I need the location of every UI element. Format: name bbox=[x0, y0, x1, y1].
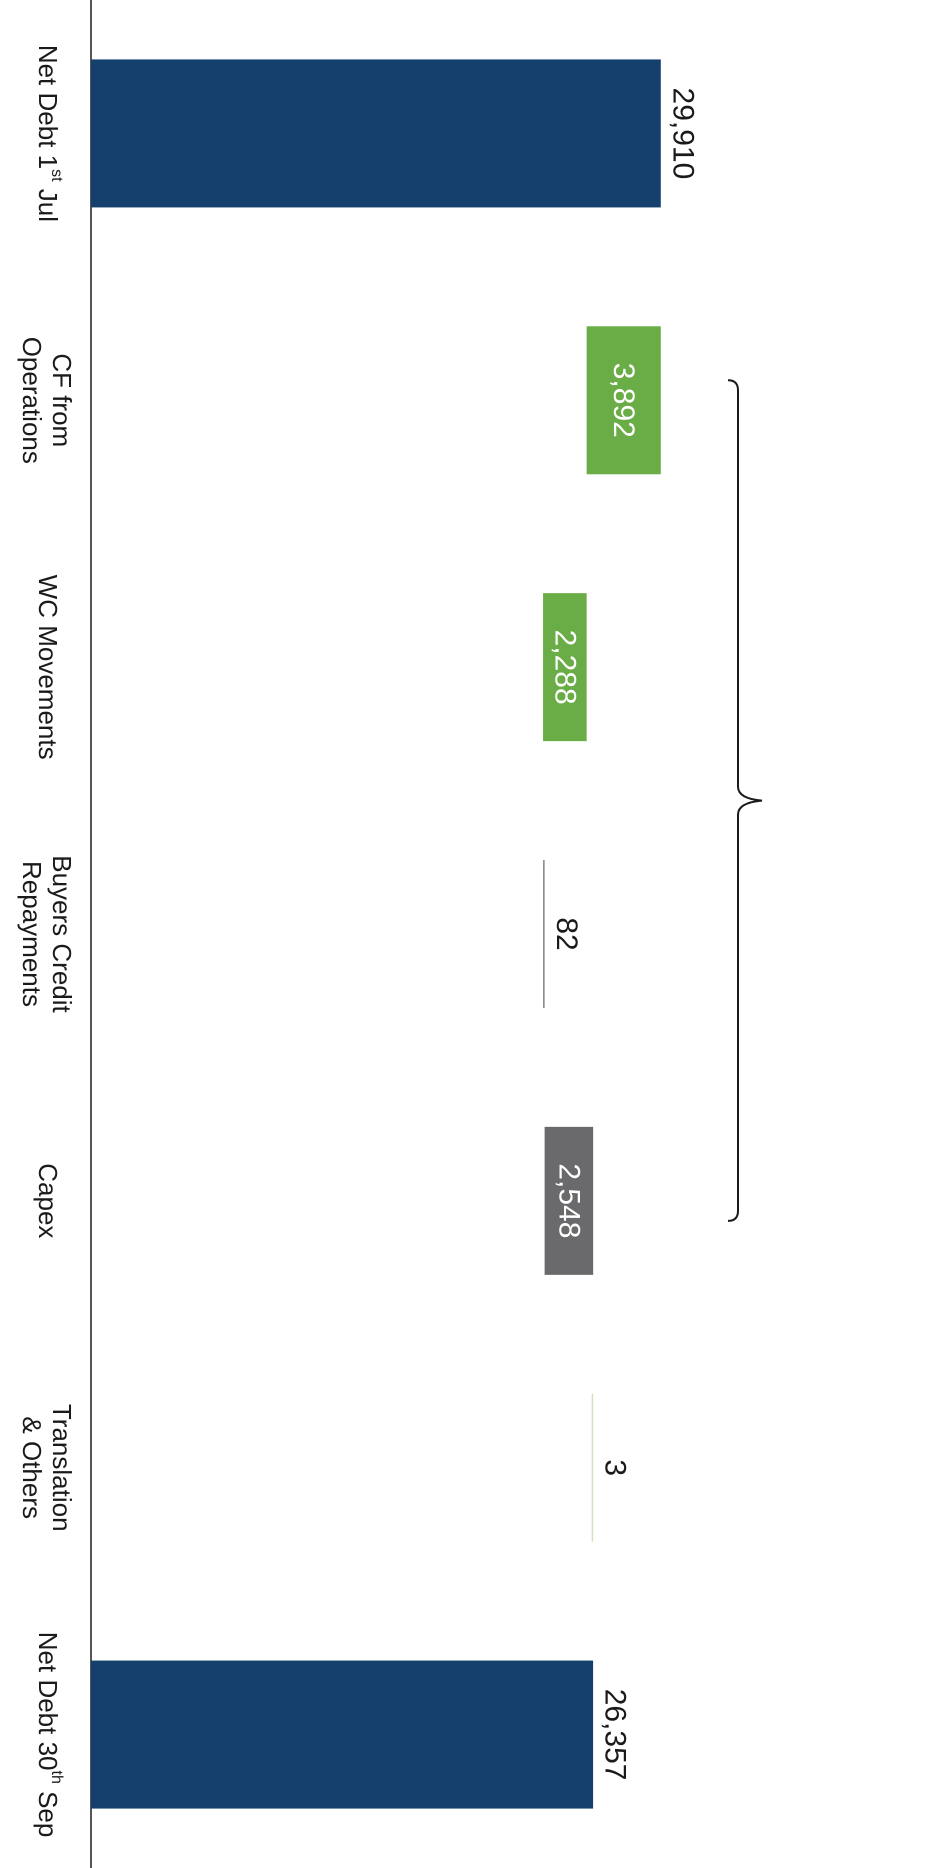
bar-4 bbox=[544, 1126, 594, 1275]
category-label-0: Net Debt 1st Jul bbox=[33, 45, 66, 222]
category-label-4: Capex bbox=[33, 1163, 63, 1238]
value-labels-layer: 29,910 3,892 2,288 82 2,548 3 26,357 bbox=[548, 88, 699, 1781]
category-label-2: WC Movements bbox=[33, 575, 63, 760]
bar-3 bbox=[543, 860, 545, 1008]
value-label-6: 26,357 bbox=[599, 1689, 632, 1781]
value-label-1: 3,892 bbox=[607, 363, 640, 438]
category-label-3: Buyers CreditRepayments bbox=[17, 855, 77, 1013]
category-label-5: Translation& Others bbox=[17, 1404, 77, 1532]
value-label-2: 2,288 bbox=[548, 630, 581, 705]
bar-0 bbox=[90, 59, 661, 208]
bars-layer bbox=[90, 59, 661, 1809]
value-label-5: 3 bbox=[599, 1459, 632, 1476]
value-label-3: 82 bbox=[550, 917, 583, 950]
bar-1 bbox=[586, 326, 661, 475]
bar-2 bbox=[543, 593, 587, 742]
value-label-0: 29,910 bbox=[666, 88, 699, 180]
bar-5 bbox=[591, 1393, 594, 1542]
group-bracket bbox=[727, 379, 763, 1222]
category-labels-layer: Net Debt 1st Jul CF fromOperations WC Move… bbox=[17, 45, 77, 1838]
chart-rotated-group: 29,910 3,892 2,288 82 2,548 3 26,357 Net Debt … bbox=[17, 0, 763, 1868]
category-label-1: CF fromOperations bbox=[17, 337, 77, 464]
value-label-4: 2,548 bbox=[552, 1163, 585, 1238]
bar-6 bbox=[91, 1660, 594, 1809]
category-label-6: Net Debt 30th Sep bbox=[33, 1632, 66, 1838]
